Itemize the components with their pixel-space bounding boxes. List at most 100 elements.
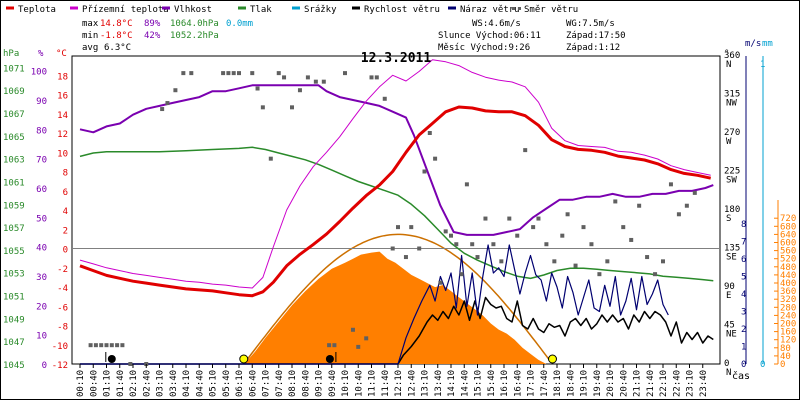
wind-dir-point-13 — [189, 71, 194, 76]
x-tick-label-38: 19:10 — [580, 370, 590, 397]
wind-dir-point-30 — [332, 343, 337, 348]
wind-dir-point-48 — [449, 233, 453, 238]
x-tick-label-16: 08:10 — [288, 370, 298, 397]
stats-max-humidity: 89% — [144, 19, 161, 29]
tick-temp-7: 2 — [63, 226, 68, 236]
wind-dir-point-15 — [226, 71, 231, 76]
x-tick-label-4: 02:10 — [129, 370, 139, 397]
x-tick-label-47: 23:40 — [699, 370, 709, 397]
tick-hpa-0: 1045 — [3, 361, 25, 371]
tick-dir-0: N — [726, 368, 731, 378]
wind-dir-point-5 — [115, 343, 120, 348]
legend-label-3: Tlak — [250, 5, 272, 15]
axis-pct-label: % — [38, 49, 44, 59]
wind-dir-point-80 — [684, 203, 689, 208]
x-tick-label-7: 03:40 — [169, 370, 179, 397]
wind-dir-point-59 — [523, 148, 528, 153]
tick-temp-12: 12 — [57, 130, 68, 140]
legend-label-5: Rychlost větru — [364, 5, 440, 15]
x-tick-label-22: 11:10 — [368, 370, 378, 397]
series-line-přízemní-teplota — [79, 59, 711, 289]
wind-dir-point-7 — [128, 362, 133, 366]
wind-dir-point-53 — [475, 255, 480, 260]
tick-dir-4: S — [726, 214, 731, 224]
x-tick-label-6: 03:10 — [156, 370, 166, 397]
tick-temp-4: -4 — [57, 284, 68, 294]
tick-wm2-9: 360 — [780, 287, 796, 297]
wind-dir-point-75 — [645, 255, 650, 260]
tick-wm2-17: 680 — [780, 222, 796, 232]
wind-dir-point-11 — [173, 88, 178, 93]
stats-min-temp: -1.8°C — [100, 31, 133, 41]
tick-mm-0: 0 — [760, 360, 765, 370]
tick-pct-0: 0 — [42, 361, 47, 371]
wind-dir-point-54 — [483, 216, 488, 221]
wind-dir-point-9 — [160, 107, 165, 112]
tick-wm2-15: 600 — [780, 239, 796, 249]
tick-deg-7: 315 — [724, 90, 740, 100]
wind-dir-point-14 — [221, 71, 226, 76]
wind-dir-point-47 — [443, 229, 448, 234]
stats-min-pressure: 1052.2hPa — [170, 31, 219, 41]
x-tick-label-15: 07:40 — [275, 370, 285, 397]
wind-dir-point-36 — [374, 75, 379, 80]
tick-dir-2: E — [726, 291, 731, 301]
wind-dir-point-58 — [515, 233, 520, 238]
wind-dir-point-46 — [438, 280, 443, 285]
axis-temp-label: °C — [56, 49, 67, 59]
tick-ms-3: 3 — [741, 308, 746, 318]
tick-pct-5: 50 — [36, 214, 47, 224]
wind-dir-point-29 — [327, 343, 332, 348]
tick-hpa-3: 1051 — [3, 293, 25, 303]
x-tick-label-8: 04:10 — [182, 370, 192, 397]
x-tick-label-37: 18:40 — [566, 370, 576, 397]
legend-label-6: Náraz větru — [460, 5, 520, 15]
radiation-fill — [244, 251, 547, 364]
wind-dir-point-79 — [676, 212, 681, 217]
tick-temp-0: -12 — [52, 361, 68, 371]
x-tick-label-14: 07:10 — [262, 370, 272, 397]
tick-wm2-3: 120 — [780, 336, 796, 346]
tick-mm-1: 1 — [760, 60, 765, 70]
x-tick-label-11: 05:40 — [222, 370, 232, 397]
tick-hpa-8: 1061 — [3, 178, 25, 188]
stats-max-pressure: 1064.0hPa — [170, 19, 219, 29]
stats-sun-rise: Slunce Východ:06:11 — [438, 31, 541, 41]
wind-dir-point-4 — [109, 343, 114, 348]
tick-wm2-0: 0 — [780, 360, 785, 370]
wind-dir-point-67 — [581, 225, 586, 230]
x-tick-label-32: 16:10 — [500, 370, 510, 397]
tick-hpa-13: 1071 — [3, 64, 25, 74]
astro-markers — [105, 352, 557, 364]
wind-dir-point-61 — [536, 216, 541, 221]
tick-ms-7: 7 — [741, 238, 746, 248]
tick-hpa-9: 1063 — [3, 156, 25, 166]
stats-avg-temp: 6.3°C — [104, 43, 131, 53]
wind-dir-point-77 — [661, 259, 665, 264]
x-tick-label-13: 06:40 — [248, 370, 258, 397]
x-tick-label-17: 08:40 — [301, 370, 311, 397]
x-tick-label-44: 22:10 — [659, 370, 669, 397]
moonset-marker — [107, 355, 116, 363]
wind-dir-point-32 — [350, 327, 355, 332]
x-tick-label-30: 15:10 — [474, 370, 484, 397]
tick-pct-2: 20 — [36, 302, 47, 312]
legend-label-1: Přízemní teplota — [82, 5, 169, 15]
wind-dir-point-70 — [605, 259, 610, 264]
tick-wm2-2: 80 — [780, 344, 791, 354]
wind-dir-point-34 — [364, 336, 369, 341]
tick-dir-6: W — [726, 137, 732, 147]
wind-dir-point-45 — [433, 156, 438, 161]
wind-dir-point-65 — [565, 212, 570, 217]
x-tick-label-42: 21:10 — [633, 370, 643, 397]
x-tick-label-39: 19:40 — [593, 370, 603, 397]
tick-hpa-11: 1067 — [3, 110, 25, 120]
tick-wm2-11: 440 — [780, 271, 796, 281]
tick-temp-9: 6 — [63, 188, 68, 198]
tick-temp-13: 14 — [57, 111, 68, 121]
tick-ms-0: 0 — [741, 360, 746, 370]
wind-dir-point-39 — [396, 225, 400, 230]
x-tick-label-24: 12:10 — [394, 370, 404, 397]
x-tick-label-25: 12:40 — [407, 370, 417, 397]
